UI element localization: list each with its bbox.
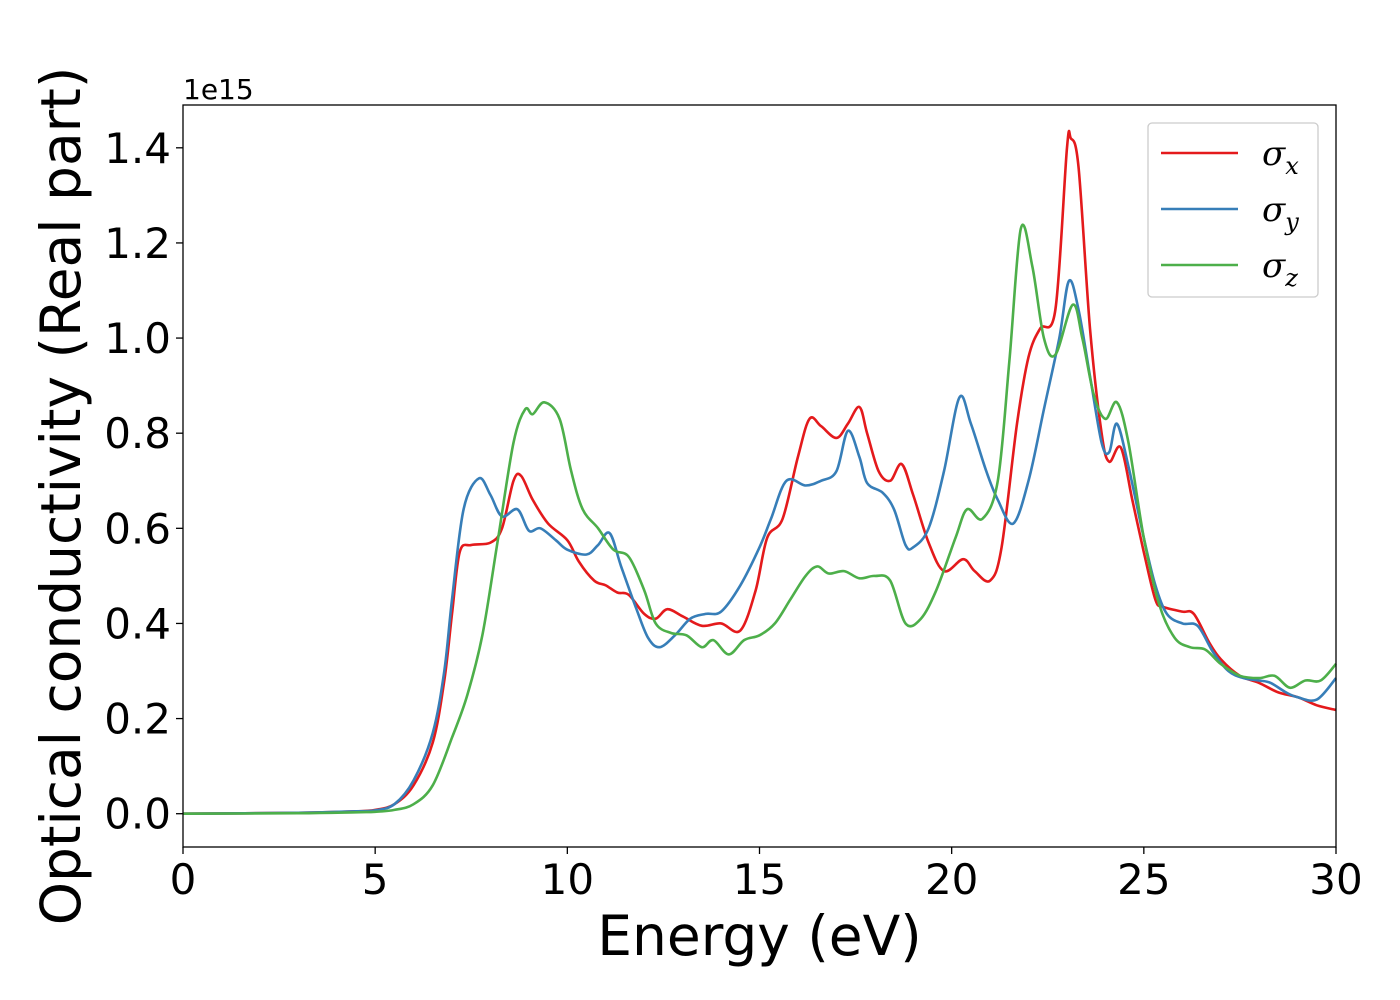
legend-label-y: σy — [1262, 190, 1299, 236]
plot-lines — [182, 129, 1338, 815]
legend-label-base: σ — [1262, 134, 1286, 174]
y-axis-ticks: 0.0 0.2 0.4 0.6 0.8 1.0 1.2 1.4 — [104, 124, 183, 839]
series-line-z — [182, 223, 1337, 815]
x-tick-label: 0 — [170, 855, 197, 904]
x-tick-label: 30 — [1309, 855, 1362, 904]
legend-label-subscript: y — [1284, 208, 1299, 236]
y-tick-label: 0.2 — [104, 695, 171, 744]
y-tick-label: 0.8 — [104, 409, 171, 458]
x-tick-label: 10 — [541, 855, 594, 904]
legend-label-base: σ — [1262, 190, 1286, 230]
x-axis-label: Energy (eV) — [597, 904, 921, 968]
legend-label-subscript: z — [1284, 264, 1298, 292]
x-tick-label: 5 — [362, 855, 389, 904]
y-tick-label: 1.2 — [104, 219, 171, 268]
y-tick-label: 0.0 — [104, 790, 171, 839]
x-axis-ticks: 0 5 10 15 20 25 30 — [170, 847, 1363, 904]
y-axis-label: Optical conductivity (Real part) — [29, 67, 93, 926]
y-tick-label: 0.4 — [104, 599, 171, 648]
legend-label-x: σx — [1262, 134, 1299, 180]
y-tick-label: 1.4 — [104, 124, 171, 173]
series-line-y — [182, 278, 1338, 815]
legend-label-base: σ — [1262, 246, 1286, 286]
series-line-x — [182, 129, 1337, 815]
legend-label-z: σz — [1262, 246, 1298, 292]
y-tick-label: 1.0 — [104, 314, 171, 363]
legend-label-subscript: x — [1285, 152, 1299, 180]
x-tick-label: 15 — [733, 855, 786, 904]
x-tick-label: 25 — [1117, 855, 1170, 904]
x-tick-label: 20 — [925, 855, 978, 904]
y-axis-offset-label: 1e15 — [183, 73, 254, 106]
y-tick-label: 0.6 — [104, 504, 171, 553]
